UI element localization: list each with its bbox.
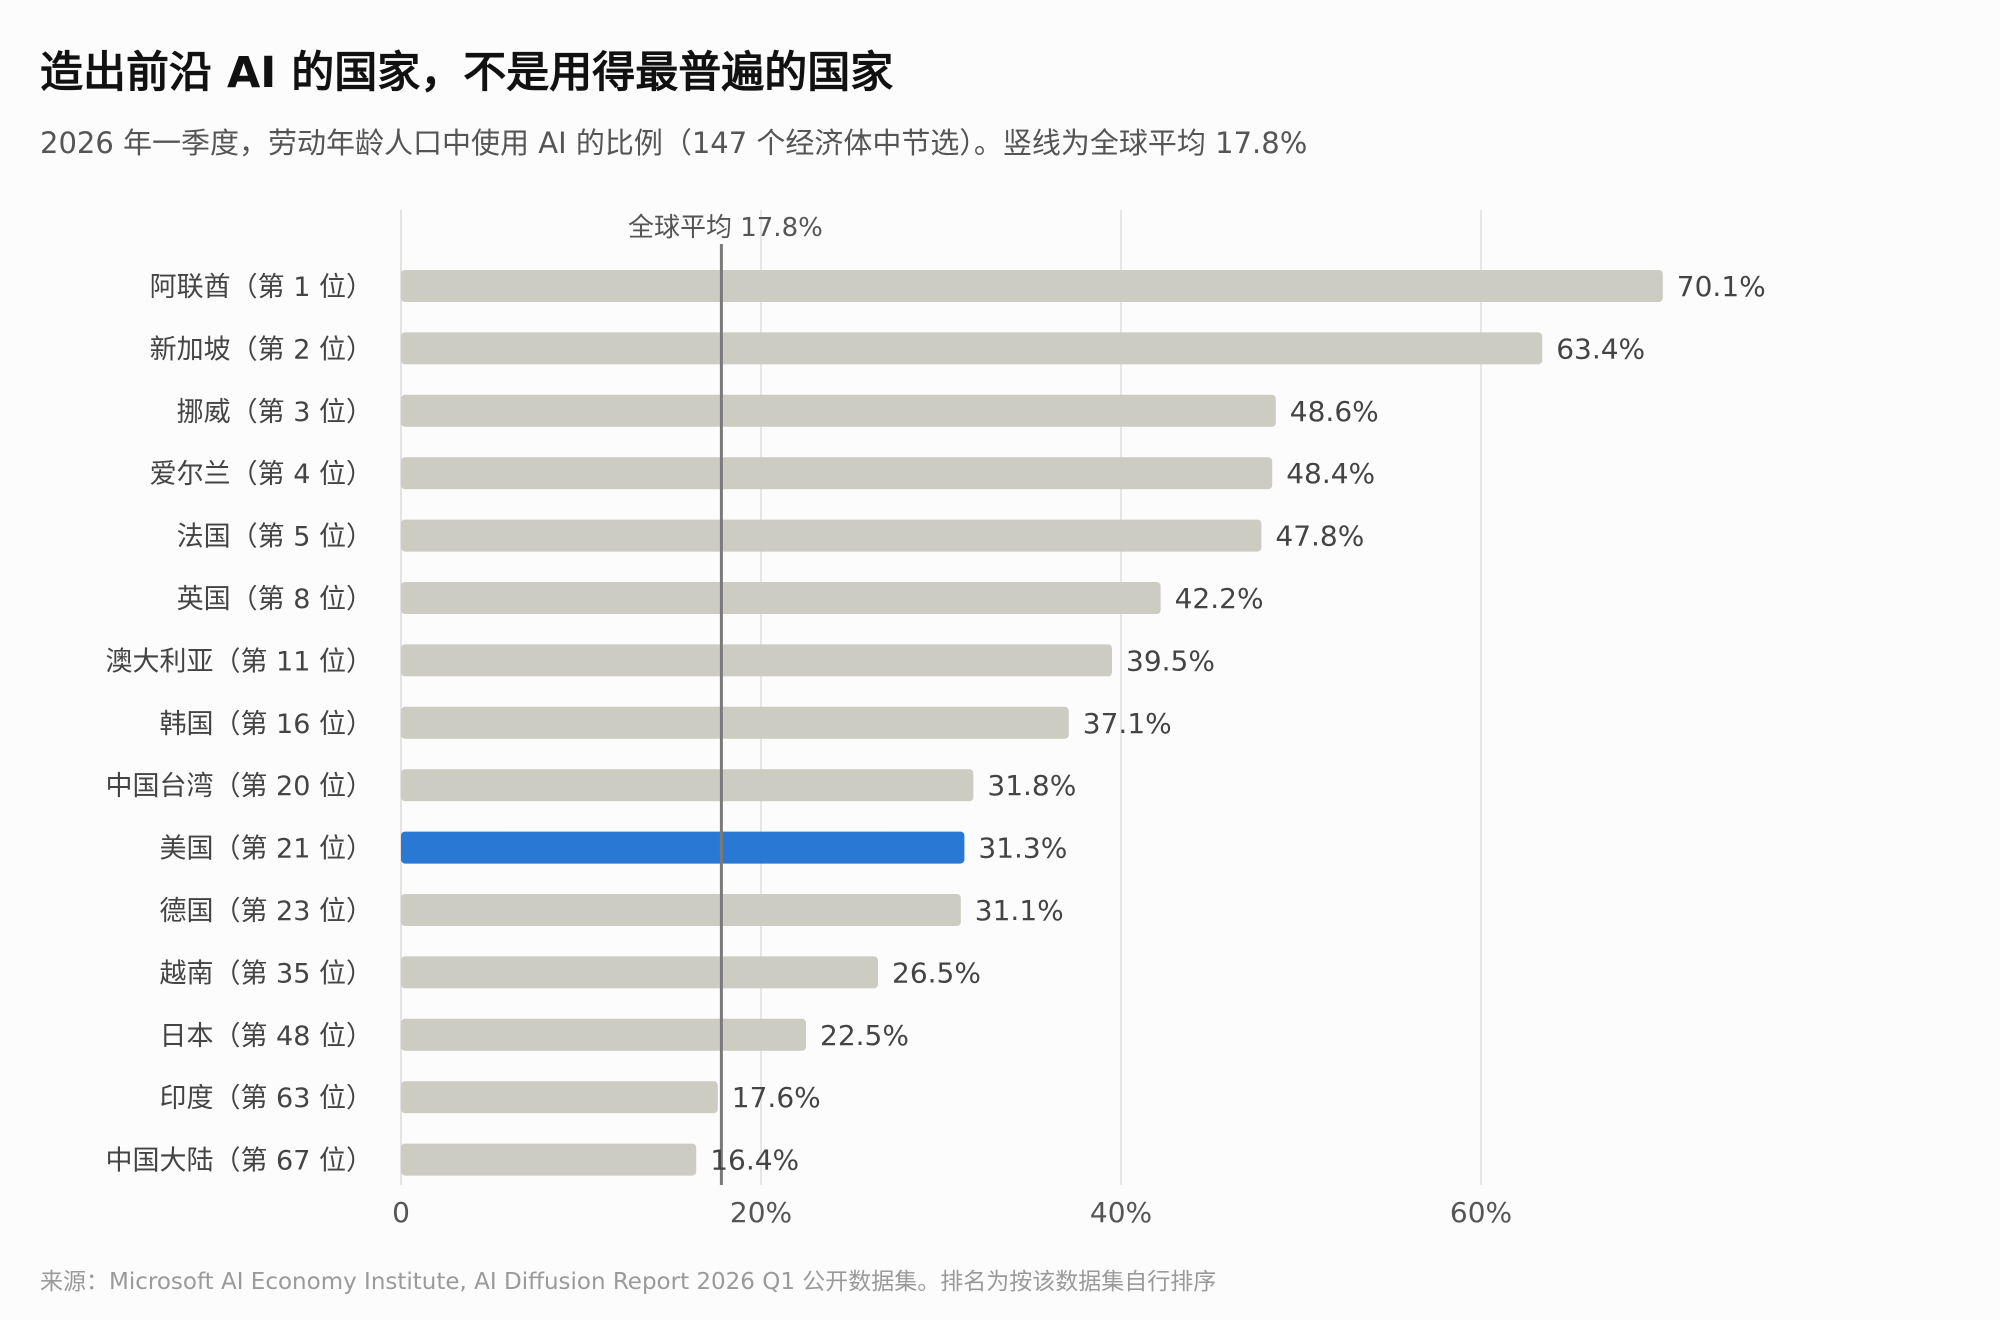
- value-label: 16.4%: [710, 1144, 799, 1177]
- bar: [401, 706, 1069, 739]
- value-label: 48.4%: [1286, 457, 1375, 490]
- value-label: 22.5%: [820, 1019, 909, 1052]
- bar: [401, 582, 1161, 614]
- x-tick-label: 60%: [1450, 1196, 1512, 1229]
- category-label: 法国（第 5 位）: [177, 522, 373, 553]
- value-label: 47.8%: [1275, 520, 1364, 553]
- category-label: 美国（第 21 位）: [159, 834, 373, 865]
- value-label: 31.1%: [975, 894, 1064, 927]
- category-label: 中国台湾（第 20 位）: [105, 771, 373, 802]
- chart-title: 造出前沿 AI 的国家，不是用得最普遍的国家: [40, 48, 894, 98]
- category-label: 挪威（第 3 位）: [177, 397, 373, 428]
- average-line-label: 全球平均 17.8%: [628, 213, 823, 243]
- category-label: 新加坡（第 2 位）: [150, 334, 373, 365]
- value-label: 37.1%: [1083, 707, 1172, 740]
- value-label: 31.8%: [987, 769, 1076, 802]
- category-label: 中国大陆（第 67 位）: [105, 1146, 373, 1177]
- value-label: 17.6%: [732, 1081, 821, 1114]
- bar: [401, 769, 974, 802]
- bar: [401, 519, 1262, 552]
- bar: [401, 1081, 718, 1114]
- value-label: 42.2%: [1175, 582, 1264, 615]
- category-label: 韩国（第 16 位）: [159, 709, 373, 740]
- bar-highlighted: [401, 831, 965, 864]
- bar: [401, 394, 1276, 427]
- bar: [401, 457, 1273, 490]
- bar: [401, 894, 961, 926]
- source-note: 来源：Microsoft AI Economy Institute, AI Di…: [40, 1269, 1217, 1295]
- value-label: 31.3%: [978, 832, 1067, 865]
- bar: [401, 332, 1543, 365]
- bar: [401, 956, 878, 989]
- category-label: 阿联酋（第 1 位）: [150, 272, 373, 303]
- bars-layer: [401, 270, 1663, 1176]
- value-label: 63.4%: [1556, 332, 1645, 365]
- bar: [401, 270, 1663, 302]
- bar: [401, 1143, 697, 1176]
- x-tick-label: 40%: [1090, 1196, 1152, 1229]
- bar: [401, 1018, 806, 1051]
- bar: [401, 644, 1112, 677]
- value-label: 48.6%: [1290, 395, 1379, 428]
- category-label: 德国（第 23 位）: [159, 896, 373, 927]
- value-label: 70.1%: [1677, 270, 1766, 303]
- category-label: 澳大利亚（第 11 位）: [105, 646, 373, 677]
- value-label: 39.5%: [1126, 644, 1215, 677]
- category-label: 印度（第 63 位）: [159, 1083, 373, 1114]
- category-label: 日本（第 48 位）: [159, 1021, 373, 1052]
- x-tick-label: 0: [392, 1196, 410, 1229]
- category-label: 越南（第 35 位）: [159, 958, 373, 989]
- x-tick-label: 20%: [730, 1196, 792, 1229]
- category-label: 爱尔兰（第 4 位）: [150, 459, 373, 490]
- value-label: 26.5%: [892, 956, 981, 989]
- labels-layer: 0 20% 40% 60% 阿联酋（第 1 位） 70.1% 新加坡（第 2 位） 63.4%…: [105, 213, 1765, 1229]
- category-label: 英国（第 8 位）: [177, 584, 373, 615]
- chart-subtitle: 2026 年一季度，劳动年龄人口中使用 AI 的比例（147 个经济体中节选）。…: [40, 126, 1308, 160]
